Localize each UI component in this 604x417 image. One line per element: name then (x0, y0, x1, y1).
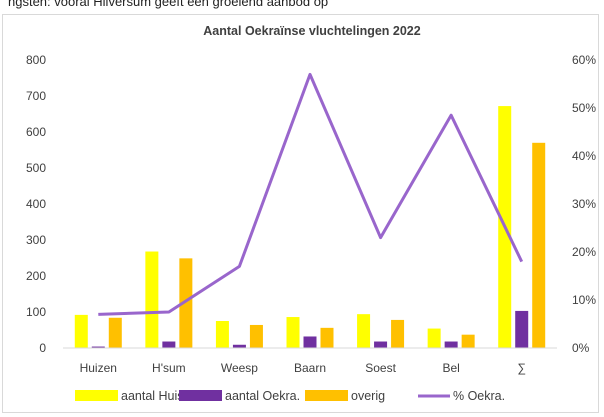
bar-overig (461, 334, 475, 348)
category-label: Soest (365, 361, 396, 375)
caption-text: ngsten: vooral Hilversum geeft een groei… (8, 0, 329, 9)
bar-overig (179, 258, 193, 348)
right-axis-ticks: 0% 10% 20% 30% 40% 50% 60% (572, 53, 596, 355)
category-label: Baarn (294, 361, 326, 375)
left-axis-ticks: 0 100 200 300 400 500 600 700 800 (26, 53, 46, 355)
legend-label: aantal Huish. (121, 389, 194, 403)
bar-series (74, 106, 546, 348)
right-tick-label: 50% (572, 101, 596, 115)
left-tick-label: 0 (39, 341, 46, 355)
chart-frame (2, 14, 599, 413)
right-tick-label: 40% (572, 149, 596, 163)
line-pct-oekra (98, 72, 524, 316)
right-tick-label: 30% (572, 197, 596, 211)
legend-swatch (75, 390, 118, 401)
left-tick-label: 700 (26, 89, 46, 103)
bar-overig (108, 317, 122, 348)
left-tick-label: 200 (26, 269, 46, 283)
category-label: Weesp (221, 361, 258, 375)
legend: aantal Huish. aantal Oekra. overig % Oekra. (75, 389, 505, 403)
bar-aantal-oekra- (444, 341, 458, 348)
left-tick-label: 400 (26, 197, 46, 211)
bar-aantal-oekra- (91, 346, 105, 348)
bar-overig (391, 319, 405, 348)
category-label: H'sum (152, 361, 186, 375)
bar-aantal-huish- (286, 317, 300, 348)
bar-aantal-huish- (215, 321, 229, 348)
cropped-caption: ngsten: vooral Hilversum geeft een groei… (0, 0, 604, 14)
chart-title: Aantal Oekraïnse vluchtelingen 2022 (203, 24, 420, 38)
left-tick-label: 600 (26, 125, 46, 139)
legend-label: overig (351, 389, 385, 403)
category-labels: Huizen H'sum Weesp Baarn Soest Bel ∑ (80, 361, 526, 375)
left-tick-label: 800 (26, 53, 46, 67)
legend-label: aantal Oekra. (225, 389, 300, 403)
bar-aantal-huish- (74, 314, 88, 348)
bar-overig (249, 324, 263, 348)
bar-aantal-oekra- (515, 310, 529, 348)
bar-aantal-oekra- (374, 341, 388, 348)
category-label: ∑ (517, 361, 526, 375)
left-tick-label: 500 (26, 161, 46, 175)
left-tick-label: 100 (26, 305, 46, 319)
bar-aantal-huish- (145, 251, 159, 348)
right-tick-label: 20% (572, 245, 596, 259)
bar-aantal-oekra- (162, 341, 176, 348)
legend-swatch (179, 390, 222, 401)
legend-swatch (305, 390, 348, 401)
bar-aantal-huish- (427, 328, 441, 348)
legend-label: % Oekra. (453, 389, 505, 403)
line-series (98, 72, 524, 316)
category-label: Huizen (80, 361, 117, 375)
bar-aantal-huish- (357, 314, 371, 348)
bar-aantal-oekra- (232, 344, 246, 348)
left-tick-label: 300 (26, 233, 46, 247)
category-label: Bel (442, 361, 459, 375)
right-tick-label: 10% (572, 293, 596, 307)
bar-aantal-oekra- (303, 336, 317, 348)
bar-overig (320, 327, 334, 348)
right-tick-label: 0% (572, 341, 590, 355)
bar-overig (532, 142, 546, 348)
right-tick-label: 60% (572, 53, 596, 67)
